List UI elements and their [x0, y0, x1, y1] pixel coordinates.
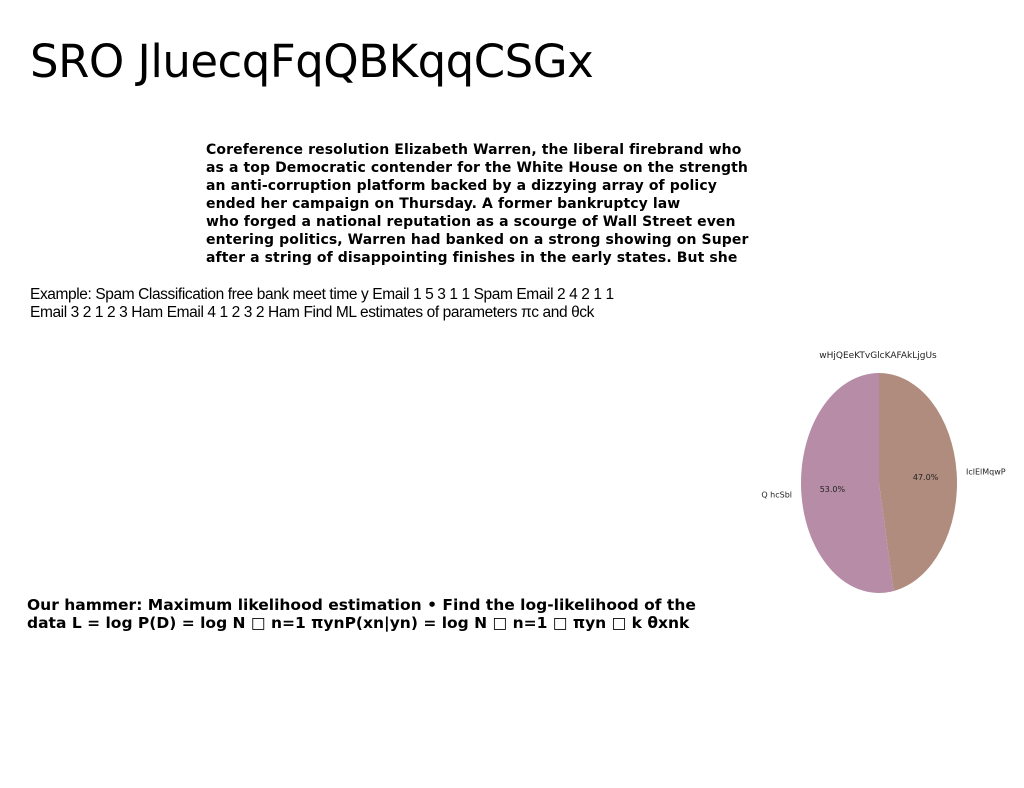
mle-line: data L = log P(D) = log N □ n=1 πynP(xn|…: [27, 614, 690, 632]
example-line: Email 3 2 1 2 3 Ham Email 4 1 2 3 2 Ham …: [30, 304, 594, 321]
paragraph-line: who forged a national reputation as a sc…: [206, 214, 736, 230]
pie-chart: wHjQEeKTvGlcKAFAkLjgUs 47.0% IclElMqwP 53.…: [750, 340, 1020, 605]
body-paragraph: Coreference resolution Elizabeth Warren,…: [206, 141, 766, 267]
chart-title: wHjQEeKTvGlcKAFAkLjgUs: [819, 351, 937, 361]
paragraph-line: ended her campaign on Thursday. A former…: [206, 196, 681, 212]
pie-pct-label-1: 53.0%: [820, 485, 846, 494]
pie-pct-label-0: 47.0%: [913, 473, 939, 482]
pie-slice-1: [800, 373, 894, 593]
paragraph-line: Coreference resolution Elizabeth Warren,…: [206, 142, 742, 158]
mle-line: Our hammer: Maximum likelihood estimatio…: [27, 596, 696, 614]
example-text: Example: Spam Classification free bank m…: [30, 286, 710, 322]
paragraph-line: after a string of disappointing finishes…: [206, 250, 738, 266]
page-title: SRO JluecqFqQBKqqCSGx: [30, 35, 594, 88]
example-line: Example: Spam Classification free bank m…: [30, 286, 614, 303]
paragraph-line: an anti-corruption platform backed by a …: [206, 178, 717, 194]
pie-chart-svg: wHjQEeKTvGlcKAFAkLjgUs 47.0% IclElMqwP 53.…: [761, 351, 1006, 593]
paragraph-line: as a top Democratic contender for the Wh…: [206, 160, 748, 176]
pie-slice-0: [879, 373, 957, 592]
paragraph-line: entering politics, Warren had banked on …: [206, 232, 749, 248]
pie-slice-label-1: Q hcSbl: [761, 491, 792, 500]
mle-text: Our hammer: Maximum likelihood estimatio…: [27, 596, 747, 632]
pie-slice-label-0: IclElMqwP: [966, 467, 1006, 476]
